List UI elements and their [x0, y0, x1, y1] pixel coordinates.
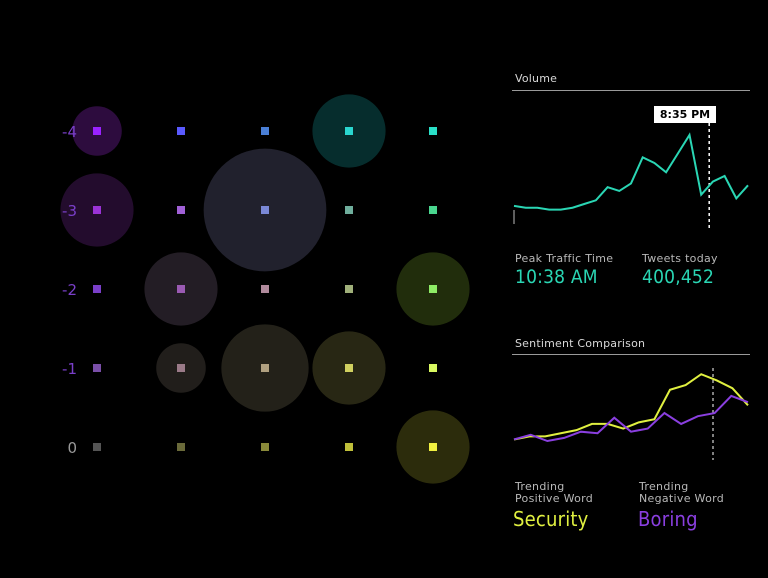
tweets-today-label: Tweets today	[642, 252, 718, 265]
volume-title: Volume	[515, 72, 558, 85]
grid-marker	[93, 285, 101, 293]
grid-marker	[93, 443, 101, 451]
negative-word-value: Boring	[638, 507, 698, 531]
grid-marker	[261, 206, 269, 214]
grid-marker	[429, 285, 437, 293]
positive-word-value: Security	[513, 507, 589, 531]
grid-marker	[345, 285, 353, 293]
y-tick-label: -3	[62, 202, 77, 220]
grid-marker	[93, 127, 101, 135]
sentiment-title: Sentiment Comparison	[515, 337, 646, 350]
grid-marker	[261, 443, 269, 451]
positive-label-2: Positive Word	[515, 492, 594, 505]
y-tick-label: -4	[62, 123, 77, 141]
grid-marker	[177, 443, 185, 451]
grid-marker	[429, 127, 437, 135]
time-marker-label: 8:35 PM	[654, 106, 716, 123]
grid-marker	[429, 443, 437, 451]
grid-marker	[345, 206, 353, 214]
grid-marker	[177, 206, 185, 214]
grid-marker	[93, 364, 101, 372]
grid-marker	[429, 206, 437, 214]
grid-marker	[345, 364, 353, 372]
y-tick-label: 0	[67, 439, 77, 457]
grid-marker	[177, 127, 185, 135]
grid-marker	[261, 285, 269, 293]
sentiment-divider	[512, 354, 750, 355]
negative-label-1: Trending	[639, 480, 689, 493]
bubble-chart: -4 -3 -2 -1 0	[60, 94, 470, 484]
peak-traffic-value: 10:38 AM	[515, 266, 598, 288]
grid-marker	[261, 127, 269, 135]
volume-chart	[513, 123, 749, 231]
volume-series-line	[513, 132, 749, 211]
y-tick-label: -2	[62, 281, 77, 299]
negative-label-2: Negative Word	[639, 492, 725, 505]
positive-label-1: Trending	[515, 480, 565, 493]
grid-marker	[177, 285, 185, 293]
grid-marker	[345, 443, 353, 451]
tweets-today-value: 400,452	[642, 266, 715, 288]
volume-divider	[512, 90, 750, 91]
grid-marker	[261, 364, 269, 372]
grid-marker	[429, 364, 437, 372]
y-tick-label: -1	[62, 360, 77, 378]
grid-marker	[93, 206, 101, 214]
grid-marker	[177, 364, 185, 372]
grid-marker	[345, 127, 353, 135]
sentiment-chart	[513, 368, 749, 460]
negative-series-line	[513, 394, 749, 443]
peak-traffic-label: Peak Traffic Time	[515, 252, 614, 265]
positive-series-line	[513, 373, 749, 441]
